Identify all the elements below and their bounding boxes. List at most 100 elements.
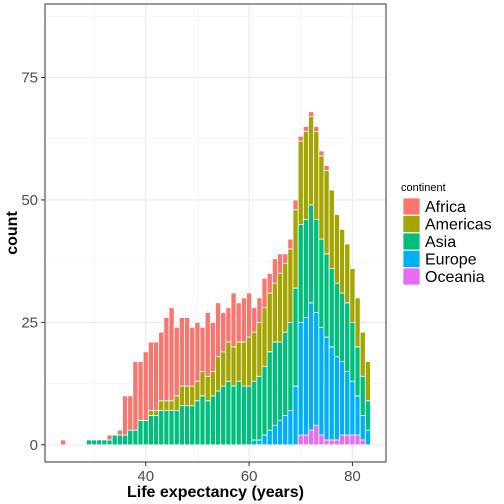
- legend-title: continent: [401, 182, 446, 194]
- bar-africa: [292, 199, 299, 211]
- bar-africa: [106, 434, 113, 441]
- legend-label-asia: Asia: [425, 234, 456, 251]
- bar-asia: [173, 410, 180, 446]
- x-tick-label: 80: [344, 468, 361, 485]
- bar-americas: [308, 116, 315, 206]
- bar-oceania: [339, 434, 346, 446]
- bar-americas: [333, 214, 340, 284]
- bar-asia: [287, 321, 294, 411]
- bar-asia: [240, 385, 247, 446]
- bar-asia: [261, 366, 268, 436]
- bar-africa: [116, 429, 123, 436]
- bar-americas: [230, 346, 237, 387]
- bar-americas: [359, 331, 366, 377]
- bars: [60, 111, 371, 446]
- bar-asia: [111, 434, 118, 446]
- axis-ticks: 40 60 80 0 25 50 75: [21, 69, 360, 485]
- bar-asia: [349, 321, 356, 382]
- bar-asia: [106, 439, 113, 446]
- bar-africa: [251, 307, 258, 333]
- bar-asia: [277, 341, 284, 421]
- bar-africa: [318, 150, 325, 157]
- legend-key-africa: [402, 197, 421, 216]
- bar-europe: [359, 415, 366, 441]
- bar-oceania: [359, 439, 366, 446]
- x-tick-label: 40: [137, 468, 154, 485]
- bar-asia: [215, 390, 222, 446]
- bar-oceania: [318, 434, 325, 446]
- bar-americas: [287, 248, 294, 323]
- bar-asia: [339, 292, 346, 362]
- x-tick-label: 60: [241, 468, 258, 485]
- bar-asia: [168, 410, 175, 446]
- bar-africa: [147, 341, 154, 411]
- bar-asia: [153, 415, 160, 446]
- bar-asia: [209, 395, 216, 446]
- bar-oceania: [313, 424, 320, 446]
- bar-oceania: [328, 439, 335, 446]
- bar-asia: [91, 439, 98, 446]
- bar-africa: [137, 361, 144, 421]
- bar-americas: [235, 341, 242, 382]
- y-tick-label: 25: [21, 314, 38, 331]
- bar-americas: [349, 268, 356, 323]
- bar-americas: [266, 292, 273, 353]
- bar-asia: [359, 375, 366, 416]
- legend-key-asia: [402, 232, 421, 251]
- bar-oceania: [302, 434, 309, 446]
- bar-africa: [168, 307, 175, 402]
- bar-americas: [282, 263, 289, 333]
- legend-key-europe: [402, 250, 421, 268]
- bar-asia: [116, 434, 123, 446]
- bar-americas: [173, 395, 180, 411]
- bar-asia: [251, 380, 258, 441]
- bar-europe: [256, 439, 263, 446]
- bar-americas: [240, 341, 247, 387]
- bar-asia: [318, 238, 325, 328]
- bar-americas: [168, 400, 175, 411]
- bar-asia: [266, 351, 273, 431]
- bar-asia: [189, 405, 196, 446]
- bar-africa: [204, 312, 211, 377]
- bar-africa: [313, 126, 320, 132]
- bar-europe: [328, 346, 335, 441]
- y-tick-label: 75: [21, 69, 38, 86]
- bar-americas: [354, 297, 361, 348]
- bar-africa: [282, 253, 289, 265]
- bar-africa: [230, 292, 237, 348]
- bar-europe: [287, 410, 294, 446]
- bar-asia: [333, 282, 340, 358]
- bar-americas: [184, 385, 191, 407]
- bar-americas: [302, 130, 309, 220]
- bar-asia: [85, 439, 92, 446]
- bar-africa: [163, 317, 170, 402]
- bar-africa: [194, 321, 201, 382]
- bar-africa: [235, 302, 242, 343]
- legend-key-americas: [402, 215, 421, 233]
- bar-europe: [349, 380, 356, 436]
- bar-europe: [297, 321, 304, 436]
- bar-africa: [225, 307, 232, 343]
- bar-americas: [292, 209, 299, 289]
- bar-africa: [189, 326, 196, 387]
- bar-africa: [297, 135, 304, 142]
- bar-americas: [297, 140, 304, 225]
- bar-europe: [333, 356, 340, 441]
- legend-label-americas: Americas: [425, 217, 492, 234]
- bar-oceania: [323, 439, 330, 446]
- bar-americas: [215, 356, 222, 392]
- bar-africa: [60, 439, 67, 446]
- bar-europe: [261, 434, 268, 446]
- bar-europe: [266, 429, 273, 446]
- bar-africa: [277, 253, 284, 274]
- bar-asia: [313, 219, 320, 313]
- bar-africa: [323, 165, 330, 171]
- bar-asia: [163, 410, 170, 446]
- bar-americas: [313, 130, 320, 220]
- bar-asia: [364, 400, 371, 431]
- legend-label-europe: Europe: [425, 252, 477, 269]
- x-axis-title: Life expectancy (years): [127, 484, 304, 501]
- bar-americas: [256, 321, 263, 377]
- y-axis-title: count: [4, 211, 21, 255]
